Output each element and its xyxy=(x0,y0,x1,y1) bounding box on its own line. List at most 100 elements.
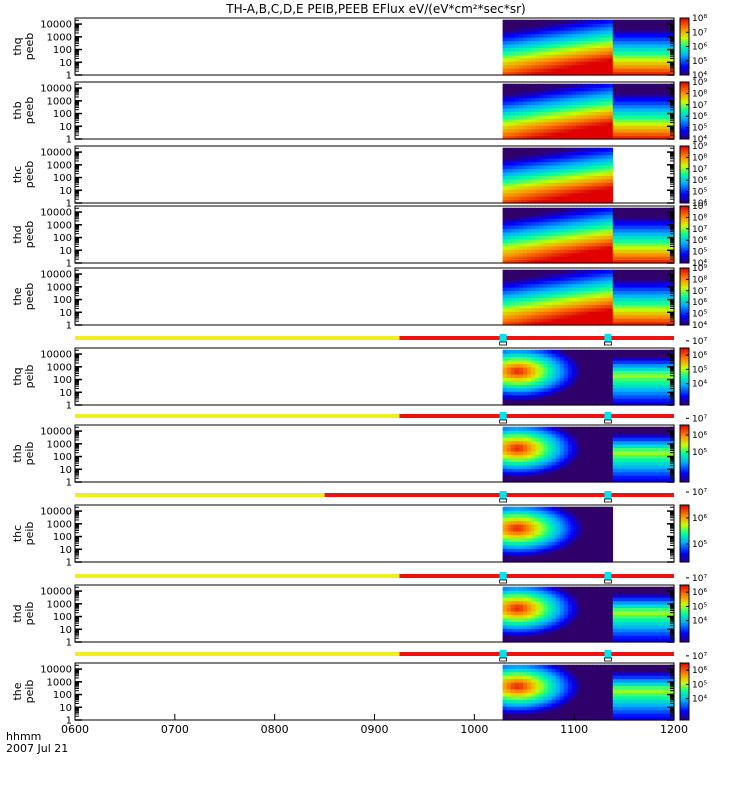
heatmap-cell xyxy=(586,168,590,173)
heatmap-cell xyxy=(616,273,622,278)
heatmap-cell xyxy=(513,185,517,190)
heatmap-cell xyxy=(528,192,532,197)
heatmap-cell xyxy=(510,94,516,99)
heatmap-cell xyxy=(518,377,524,382)
heatmap-cell xyxy=(641,33,647,38)
heatmap-cell xyxy=(633,111,638,116)
heatmap-cell xyxy=(567,269,573,274)
heatmap-cell xyxy=(547,252,553,257)
heatmap-cell xyxy=(502,207,508,212)
heatmap-cell xyxy=(633,280,638,285)
heatmap-cell xyxy=(657,214,663,219)
heatmap-cell xyxy=(625,387,630,392)
heatmap-cell xyxy=(567,391,573,396)
heatmap-cell xyxy=(653,224,659,230)
heatmap-cell xyxy=(596,30,602,35)
heatmap-cell xyxy=(547,43,553,48)
heatmap-cell xyxy=(588,314,593,319)
heatmap-cell xyxy=(620,218,626,223)
heatmap-cell xyxy=(502,36,508,42)
heatmap-cell xyxy=(520,196,525,201)
heatmap-cell xyxy=(539,147,543,152)
heatmap-cell xyxy=(502,132,508,137)
heatmap-cell xyxy=(528,199,532,204)
heatmap-cell xyxy=(620,318,626,323)
heatmap-cell xyxy=(665,276,671,281)
heatmap-cell xyxy=(576,290,581,295)
heatmap-cell xyxy=(555,221,561,226)
heatmap-cell xyxy=(523,391,528,396)
heatmap-cell xyxy=(645,50,651,55)
heatmap-cell xyxy=(665,363,671,368)
heatmap-cell xyxy=(551,211,557,216)
heatmap-cell xyxy=(600,235,606,240)
heatmap-cell xyxy=(514,218,520,223)
heatmap-cell xyxy=(625,114,630,119)
heatmap-cell xyxy=(518,40,524,45)
heatmap-cell xyxy=(514,125,520,130)
heatmap-cell xyxy=(563,440,569,445)
heatmap-cell xyxy=(523,290,528,295)
heatmap-cell xyxy=(515,147,519,152)
heatmap-cell xyxy=(506,461,512,466)
heatmap-cell xyxy=(527,366,532,372)
heatmap-cell xyxy=(567,182,572,187)
heatmap-cell xyxy=(555,100,561,106)
heatmap-cell xyxy=(531,178,535,183)
heatmap-cell xyxy=(539,71,545,76)
heatmap-cell xyxy=(645,64,651,69)
heatmap-cell xyxy=(620,40,626,45)
heatmap-cell xyxy=(527,461,532,466)
heatmap-cell xyxy=(513,164,517,170)
heatmap-cell xyxy=(641,128,647,133)
heatmap-cell xyxy=(588,33,593,38)
heatmap-cell xyxy=(620,356,626,361)
heatmap-cell xyxy=(629,256,634,261)
heatmap-cell xyxy=(555,391,561,396)
heatmap-cell xyxy=(608,283,614,288)
panel-frame xyxy=(74,145,675,204)
heatmap-cell xyxy=(616,387,622,392)
heatmap-cell xyxy=(616,135,622,140)
heatmap-cell xyxy=(637,314,642,319)
heatmap-cell xyxy=(608,373,614,378)
heatmap-cell xyxy=(502,394,508,399)
heatmap-cell xyxy=(555,104,561,109)
heatmap-cell xyxy=(567,307,573,312)
heatmap-cell xyxy=(547,363,553,368)
heatmap-cell xyxy=(510,297,516,302)
heatmap-cell xyxy=(600,30,606,35)
heatmap-cell xyxy=(563,121,569,126)
heatmap-cell xyxy=(653,398,659,403)
heatmap-cell xyxy=(506,360,512,365)
heatmap-cell xyxy=(633,269,638,274)
heatmap-cell xyxy=(510,394,516,399)
heatmap-cell xyxy=(629,280,634,285)
heatmap-cell xyxy=(601,178,606,183)
heatmap-cell xyxy=(653,363,659,368)
heatmap-cell xyxy=(527,50,532,55)
heatmap-cell xyxy=(535,33,540,38)
heatmap-cell xyxy=(518,269,524,274)
heatmap-cell xyxy=(576,437,581,442)
heatmap-cell xyxy=(625,125,630,130)
heatmap-cell xyxy=(544,185,548,190)
heatmap-cell xyxy=(584,457,589,462)
heatmap-cell xyxy=(588,64,593,69)
heatmap-cell xyxy=(653,356,659,361)
heatmap-cell xyxy=(661,26,667,31)
heatmap-cell xyxy=(584,269,589,274)
heatmap-cell xyxy=(518,440,524,445)
heatmap-cell xyxy=(580,478,585,483)
heatmap-cell xyxy=(555,94,561,99)
heatmap-cell xyxy=(607,175,611,180)
heatmap-cell xyxy=(563,114,569,119)
heatmap-cell xyxy=(543,19,549,24)
heatmap-cell xyxy=(653,293,659,298)
heatmap-cell xyxy=(527,68,532,73)
heatmap-cell xyxy=(559,300,565,305)
heatmap-cell xyxy=(507,158,512,163)
heatmap-cell xyxy=(518,154,522,159)
heatmap-cell xyxy=(600,256,606,261)
heatmap-cell xyxy=(518,224,524,230)
